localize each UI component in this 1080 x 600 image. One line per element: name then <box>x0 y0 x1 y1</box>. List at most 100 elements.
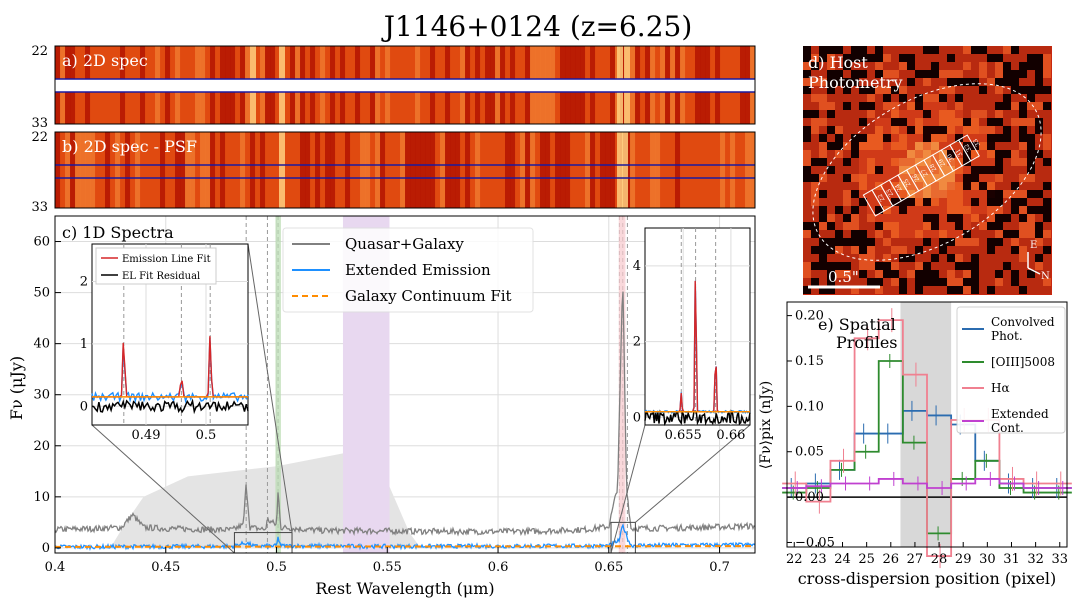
host-pixel <box>819 254 827 262</box>
host-pixel <box>1003 134 1011 142</box>
host-pixel <box>987 198 995 206</box>
panel-b-frame <box>54 131 756 209</box>
host-pixel <box>923 214 931 222</box>
zoom-connector <box>635 424 751 523</box>
host-pixel <box>835 182 843 190</box>
host-pixel <box>803 206 811 214</box>
host-pixel <box>859 270 867 278</box>
host-pixel <box>851 166 859 174</box>
heatmap-column <box>60 132 66 208</box>
host-pixel <box>899 278 907 286</box>
host-pixel <box>827 270 835 278</box>
host-pixel <box>963 286 971 294</box>
host-pixel <box>827 70 835 78</box>
host-pixel <box>875 190 883 198</box>
aperture-label: 25 <box>902 177 912 187</box>
host-pixel <box>987 86 995 94</box>
heatmap-column <box>520 132 526 208</box>
host-pixel <box>835 150 843 158</box>
host-pixel <box>915 46 923 54</box>
host-pixel <box>843 70 851 78</box>
host-pixel <box>971 238 979 246</box>
host-pixel <box>979 198 987 206</box>
heatmap-column <box>350 132 356 208</box>
host-pixel <box>907 118 915 126</box>
host-pixel <box>899 158 907 166</box>
aperture-label: 32 <box>963 142 973 152</box>
host-pixel <box>963 214 971 222</box>
host-pixel <box>939 134 947 142</box>
host-pixel <box>891 174 899 182</box>
host-pixel <box>987 142 995 150</box>
host-pixel <box>859 262 867 270</box>
host-pixel <box>803 102 811 110</box>
host-pixel <box>955 286 963 294</box>
heatmap-column <box>650 132 656 208</box>
host-pixel <box>835 126 843 134</box>
host-pixel <box>1019 150 1027 158</box>
host-pixel <box>955 54 963 62</box>
host-pixel <box>987 254 995 262</box>
aperture-label: 28 <box>928 162 938 172</box>
host-pixel <box>979 142 987 150</box>
host-pixel <box>907 86 915 94</box>
heatmap-column <box>260 132 266 208</box>
aperture-box <box>957 134 980 162</box>
host-pixel <box>1011 174 1019 182</box>
host-pixel <box>875 118 883 126</box>
host-pixel <box>883 230 891 238</box>
host-pixel <box>835 254 843 262</box>
host-pixel <box>1027 62 1035 70</box>
host-pixel <box>859 174 867 182</box>
host-pixel <box>1027 166 1035 174</box>
host-pixel <box>955 246 963 254</box>
host-pixel <box>819 262 827 270</box>
host-pixel <box>971 118 979 126</box>
host-pixel <box>987 102 995 110</box>
host-pixel <box>1027 110 1035 118</box>
panel-e-ylabel: ⟨Fν⟩pix (nJy) <box>758 381 774 469</box>
heatmap-column <box>155 132 161 208</box>
host-pixel <box>875 86 883 94</box>
host-pixel <box>931 166 939 174</box>
host-pixel <box>851 190 859 198</box>
heatmap-column <box>630 132 636 208</box>
host-pixel <box>859 102 867 110</box>
host-pixel <box>1043 158 1051 166</box>
host-pixel <box>1003 70 1011 78</box>
panel-d-label-1: d) Host <box>808 53 868 72</box>
host-pixel <box>867 118 875 126</box>
host-pixel <box>875 222 883 230</box>
host-pixel <box>931 222 939 230</box>
host-pixel <box>915 238 923 246</box>
heatmap-column <box>275 132 281 208</box>
host-pixel <box>995 110 1003 118</box>
host-pixel <box>843 206 851 214</box>
host-pixel <box>867 262 875 270</box>
host-pixel <box>875 94 883 102</box>
host-pixel <box>979 78 987 86</box>
host-pixel <box>947 150 955 158</box>
host-pixel <box>979 254 987 262</box>
host-pixel <box>827 230 835 238</box>
host-pixel <box>931 262 939 270</box>
host-pixel <box>963 46 971 54</box>
host-pixel <box>947 206 955 214</box>
heatmap-column <box>530 132 536 208</box>
inset-xtick-label: 0.5 <box>196 428 217 443</box>
host-pixel <box>1043 238 1051 246</box>
host-pixel <box>955 46 963 54</box>
host-pixel <box>843 110 851 118</box>
host-pixel <box>1003 118 1011 126</box>
host-pixel <box>963 94 971 102</box>
host-pixel <box>803 54 811 62</box>
host-pixel <box>923 110 931 118</box>
host-pixel <box>915 102 923 110</box>
host-pixel <box>907 214 915 222</box>
host-pixel <box>939 174 947 182</box>
host-pixel <box>859 190 867 198</box>
host-pixel <box>803 150 811 158</box>
host-pixel <box>1027 214 1035 222</box>
host-pixel <box>947 86 955 94</box>
ytick-label: 40 <box>33 337 50 352</box>
